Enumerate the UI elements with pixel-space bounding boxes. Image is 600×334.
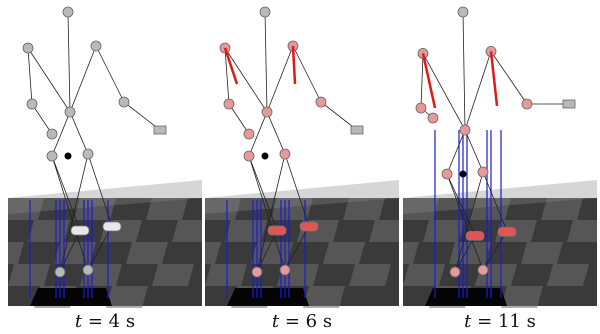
robot-scene — [8, 6, 202, 308]
actuator — [465, 230, 485, 241]
actuator — [70, 225, 90, 236]
joint — [457, 6, 469, 18]
joint — [223, 98, 235, 110]
joint — [477, 264, 489, 276]
equals-sign: = — [82, 311, 109, 332]
center-of-mass — [64, 152, 72, 160]
snapshot-panel — [205, 0, 399, 308]
robot-skeleton — [420, 11, 569, 273]
foot-platform — [227, 288, 309, 306]
time-unit: s — [125, 311, 136, 332]
joint — [261, 106, 273, 118]
joint — [46, 150, 58, 162]
joint — [415, 102, 427, 114]
joint — [279, 264, 291, 276]
joint — [26, 98, 38, 110]
time-caption: t = 6 s — [205, 311, 399, 332]
actuator — [299, 221, 319, 232]
contact-force-lines — [226, 200, 306, 298]
joint — [62, 6, 74, 18]
equals-sign: = — [279, 311, 306, 332]
actuator — [497, 226, 517, 237]
joint — [259, 6, 271, 18]
robot-scene — [403, 6, 597, 308]
joint — [22, 42, 34, 54]
joint — [427, 112, 439, 124]
joint — [82, 264, 94, 276]
force-arrows — [421, 51, 499, 109]
force-arrows — [223, 45, 297, 85]
snapshot-panel — [403, 0, 597, 308]
joint — [459, 124, 471, 136]
foot-platform — [30, 288, 112, 306]
time-variable: t — [74, 311, 83, 332]
snapshot-panel — [8, 0, 202, 308]
time-value: 4 — [108, 311, 121, 332]
actuator — [102, 221, 122, 232]
joint — [521, 98, 533, 110]
end-effector — [562, 99, 576, 109]
joint — [90, 40, 102, 52]
end-effector — [350, 125, 364, 135]
robot-scene — [205, 6, 399, 308]
joint — [82, 148, 94, 160]
actuator — [267, 225, 287, 236]
time-caption: t = 4 s — [8, 311, 202, 332]
joint — [441, 168, 453, 180]
foot-platform — [425, 288, 507, 306]
robot-skeleton — [224, 11, 358, 273]
joint — [243, 128, 255, 140]
robot-joints — [22, 6, 167, 278]
joint — [279, 148, 291, 160]
joint — [315, 96, 327, 108]
joint — [477, 166, 489, 178]
time-value: 11 — [497, 311, 521, 332]
joint — [46, 128, 58, 140]
joint — [449, 266, 461, 278]
joint — [64, 106, 76, 118]
time-value: 6 — [305, 311, 318, 332]
time-variable: t — [464, 311, 472, 332]
time-caption: t = 11 s — [403, 311, 597, 332]
end-effector — [153, 125, 167, 135]
joint — [118, 96, 130, 108]
center-of-mass — [261, 152, 269, 160]
contact-force-lines — [29, 200, 109, 298]
time-unit: s — [322, 311, 333, 332]
joint — [54, 266, 66, 278]
center-of-mass — [459, 170, 467, 178]
joint — [243, 150, 255, 162]
equals-sign: = — [471, 311, 498, 332]
time-unit: s — [526, 311, 536, 332]
robot-skeleton — [27, 11, 161, 273]
joint — [251, 266, 263, 278]
robot-joints — [415, 6, 576, 278]
time-variable: t — [271, 311, 280, 332]
